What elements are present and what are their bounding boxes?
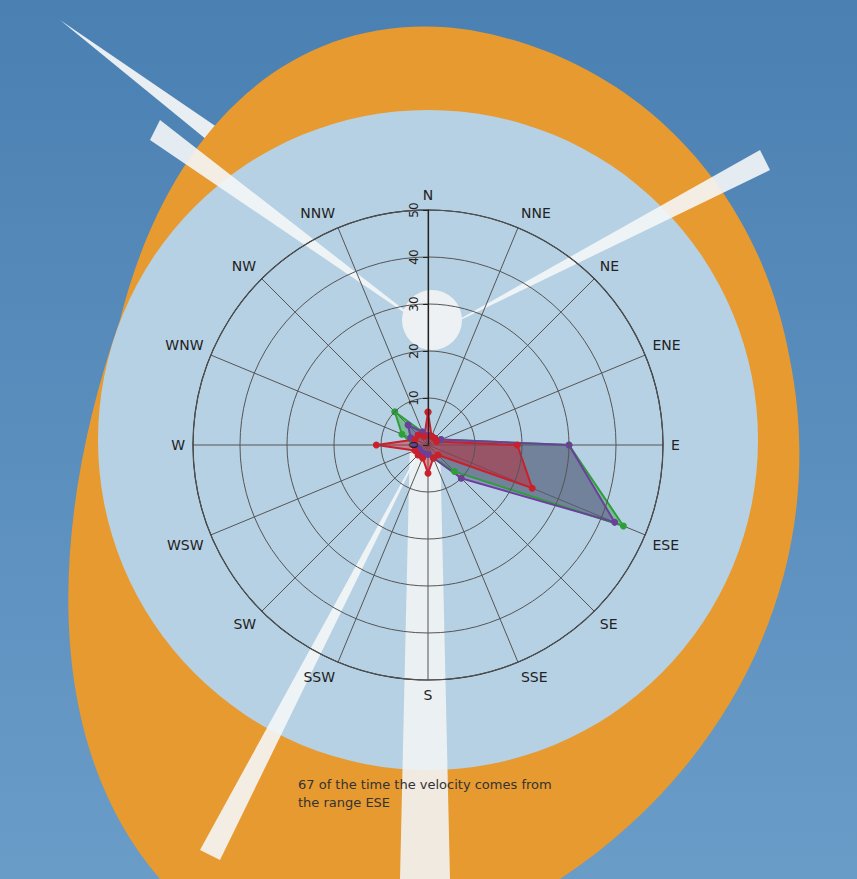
svg-text:NNE: NNE <box>521 205 551 221</box>
svg-text:SSE: SSE <box>521 669 548 685</box>
svg-text:ESE: ESE <box>653 537 680 553</box>
svg-text:NW: NW <box>232 258 256 274</box>
svg-text:ENE: ENE <box>653 337 681 353</box>
svg-text:the range ESE: the range ESE <box>298 795 390 810</box>
svg-text:S: S <box>424 687 433 703</box>
svg-text:67 of the time the velocity co: 67 of the time the velocity comes from <box>298 777 556 792</box>
svg-text:30: 30 <box>407 296 421 311</box>
svg-text:0: 0 <box>407 441 421 449</box>
svg-text:E: E <box>671 437 680 453</box>
svg-text:SW: SW <box>233 616 256 632</box>
svg-text:SSW: SSW <box>303 669 335 685</box>
svg-text:WSW: WSW <box>167 537 204 553</box>
svg-text:W: W <box>171 437 185 453</box>
svg-text:N: N <box>423 187 433 203</box>
svg-text:50: 50 <box>407 202 421 217</box>
svg-text:20: 20 <box>407 343 421 358</box>
svg-text:NNW: NNW <box>300 205 335 221</box>
svg-text:10: 10 <box>407 390 421 405</box>
svg-text:WNW: WNW <box>165 337 203 353</box>
svg-text:SE: SE <box>600 616 618 632</box>
svg-text:NE: NE <box>600 258 619 274</box>
svg-text:40: 40 <box>407 249 421 264</box>
